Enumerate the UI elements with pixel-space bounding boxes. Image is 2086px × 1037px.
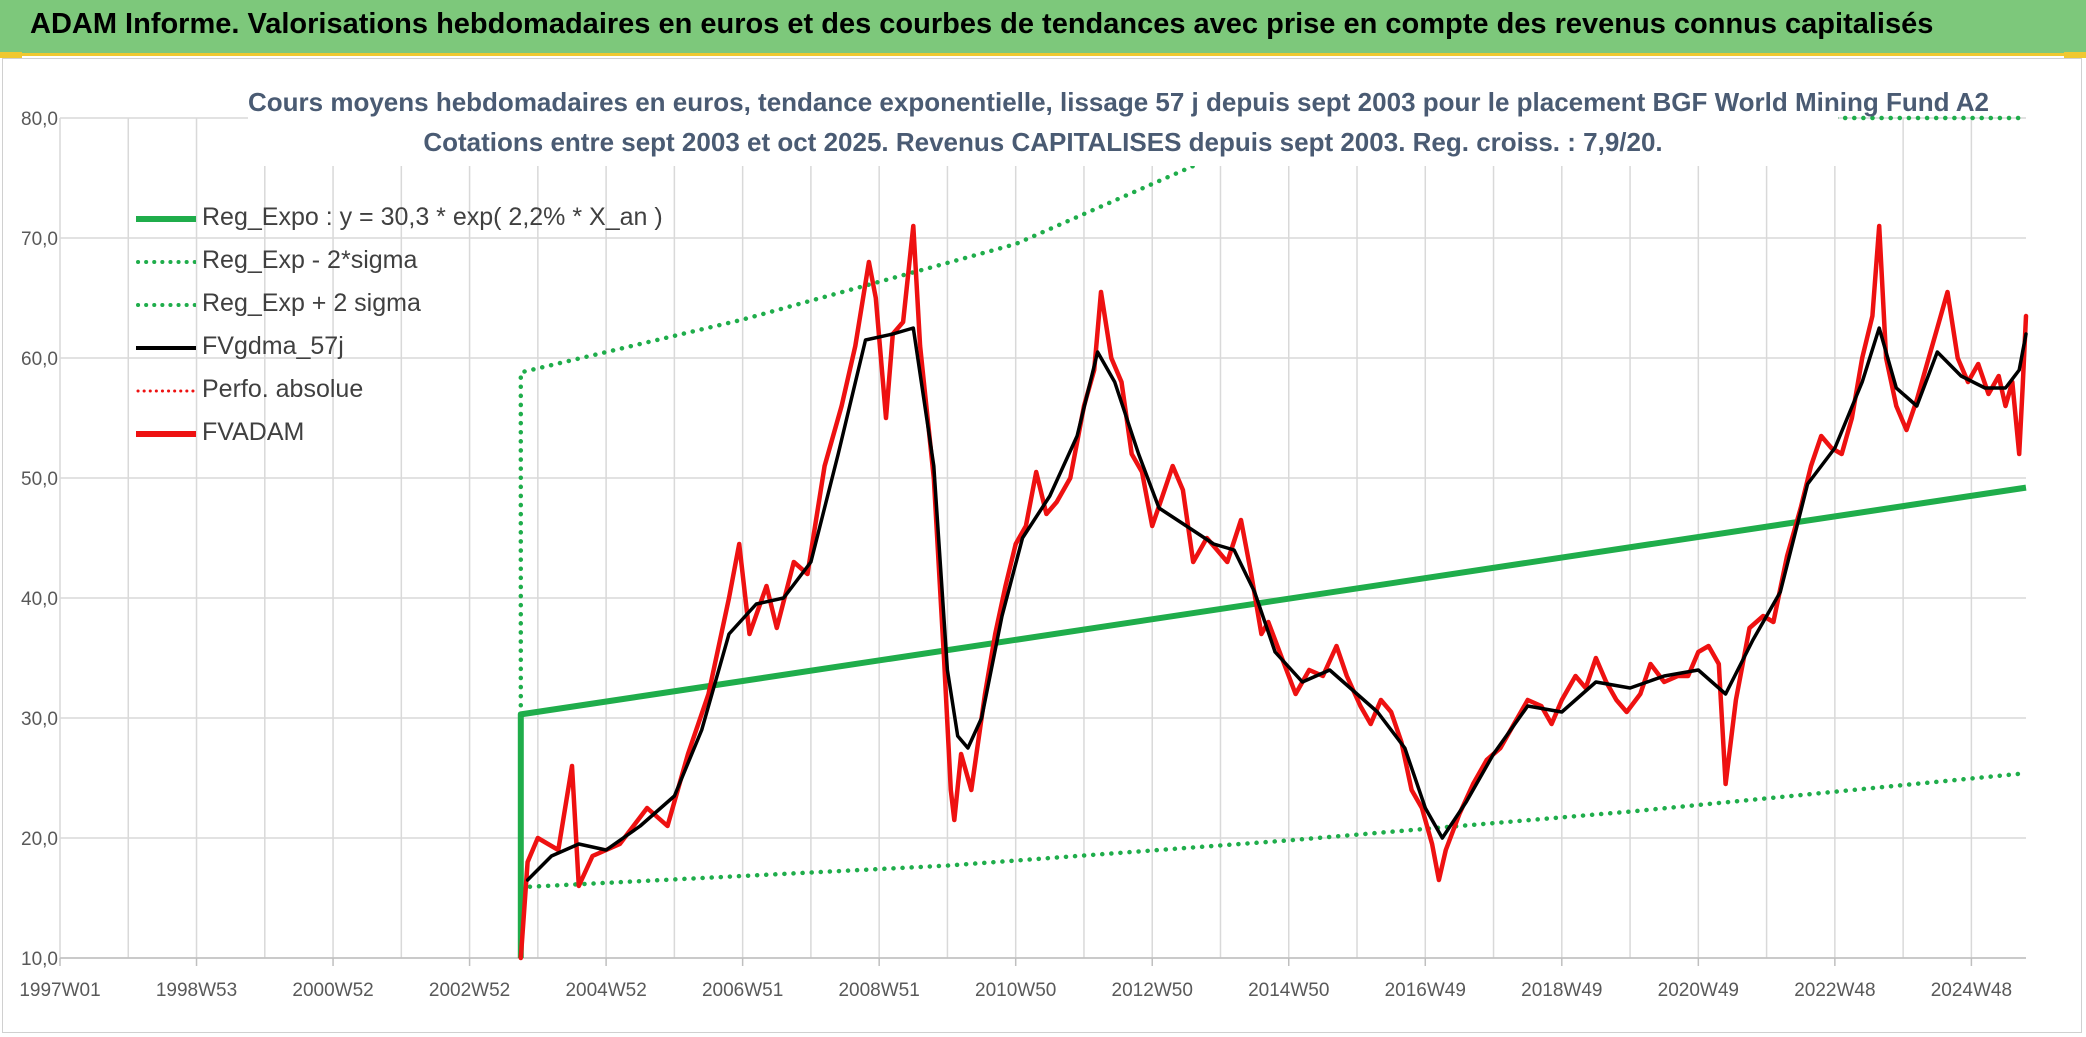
legend-item-perfo: Perfo. absolue xyxy=(136,372,696,415)
legend-swatch-reg-minus xyxy=(136,260,196,264)
banner: ADAM Informe. Valorisations hebdomadaire… xyxy=(0,0,2086,56)
legend-item-fvgdma: FVgdma_57j xyxy=(136,329,696,372)
legend-swatch-reg-expo xyxy=(136,216,196,222)
x-tick-label: 2004W52 xyxy=(565,980,646,1001)
chart-frame xyxy=(2,58,2082,1033)
legend-item-reg-expo: Reg_Expo : y = 30,3 * exp( 2,2% * X_an ) xyxy=(136,200,696,243)
legend-item-reg-plus: Reg_Exp + 2 sigma xyxy=(136,286,696,329)
x-tick-label: 1997W01 xyxy=(19,980,100,1001)
legend-label-reg-minus: Reg_Exp - 2*sigma xyxy=(202,246,418,274)
x-tick-label: 2022W48 xyxy=(1794,980,1875,1001)
legend-label-reg-plus: Reg_Exp + 2 sigma xyxy=(202,289,421,317)
y-tick-label: 50,0 xyxy=(21,469,58,490)
y-tick-label: 10,0 xyxy=(21,949,58,970)
x-tick-label: 2010W50 xyxy=(975,980,1056,1001)
y-tick-label: 70,0 xyxy=(21,229,58,250)
x-tick-label: 2024W48 xyxy=(1931,980,2012,1001)
series-fvadam xyxy=(518,223,2029,961)
legend-item-fvadam: FVADAM xyxy=(136,415,696,458)
x-tick-label: 2000W52 xyxy=(292,980,373,1001)
accent-right xyxy=(2064,52,2086,58)
legend-label-reg-expo: Reg_Expo : y = 30,3 * exp( 2,2% * X_an ) xyxy=(202,203,663,231)
legend-swatch-fvadam xyxy=(136,431,196,437)
x-tick-label: 2014W50 xyxy=(1248,980,1329,1001)
x-axis-ticks: 1997W01 1998W53 2000W52 2002W52 2004W52 2006W… xyxy=(19,958,2012,1001)
y-axis-ticks: 10,0 20,0 30,0 40,0 50,0 60,0 70,0 80,0 xyxy=(21,109,58,970)
legend-item-reg-minus: Reg_Exp - 2*sigma xyxy=(136,243,696,286)
x-tick-label: 2020W49 xyxy=(1658,980,1739,1001)
x-tick-label: 1998W53 xyxy=(156,980,237,1001)
series-reg-minus-2sigma xyxy=(518,770,2029,890)
series-reg-expo xyxy=(517,484,2027,958)
series-fvgdma xyxy=(525,326,2028,882)
y-tick-label: 30,0 xyxy=(21,709,58,730)
legend-label-perfo: Perfo. absolue xyxy=(202,375,364,403)
chart-title-line-1: Cours moyens hebdomadaires en euros, ten… xyxy=(248,87,1989,117)
x-tick-label: 2012W50 xyxy=(1112,980,1193,1001)
banner-title: ADAM Informe. Valorisations hebdomadaire… xyxy=(30,8,1934,40)
y-tick-label: 40,0 xyxy=(21,589,58,610)
legend-swatch-fvgdma xyxy=(136,346,196,350)
x-tick-label: 2018W49 xyxy=(1521,980,1602,1001)
legend-label-fvadam: FVADAM xyxy=(202,418,305,446)
chart-title-line-2: Cotations entre sept 2003 et oct 2025. R… xyxy=(423,127,1663,157)
grid xyxy=(59,117,2026,959)
legend-swatch-reg-plus xyxy=(136,303,196,307)
chart-title: Cours moyens hebdomadaires en euros, ten… xyxy=(248,82,1989,166)
y-tick-label: 60,0 xyxy=(21,349,58,370)
series-reg-plus-2sigma xyxy=(518,115,2029,717)
y-tick-label: 20,0 xyxy=(21,829,58,850)
x-tick-label: 2016W49 xyxy=(1385,980,1466,1001)
x-tick-label: 2006W51 xyxy=(702,980,783,1001)
accent-left xyxy=(0,52,22,58)
legend-swatch-perfo xyxy=(136,389,196,393)
series-lines xyxy=(517,115,2029,961)
legend-label-fvgdma: FVgdma_57j xyxy=(202,332,344,360)
legend: Reg_Expo : y = 30,3 * exp( 2,2% * X_an )… xyxy=(136,200,696,458)
x-tick-label: 2002W52 xyxy=(429,980,510,1001)
y-tick-label: 80,0 xyxy=(21,109,58,130)
x-tick-label: 2008W51 xyxy=(838,980,919,1001)
